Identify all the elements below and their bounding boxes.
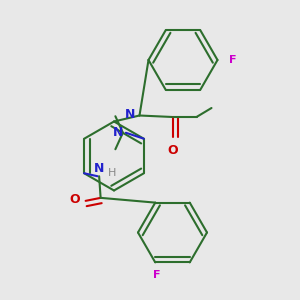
Text: F: F [230, 55, 237, 65]
Text: H: H [108, 168, 116, 178]
Text: O: O [70, 193, 80, 206]
Text: F: F [153, 270, 160, 280]
Text: N: N [94, 162, 104, 175]
Text: N: N [112, 126, 123, 139]
Text: N: N [124, 107, 135, 121]
Text: O: O [167, 144, 178, 157]
